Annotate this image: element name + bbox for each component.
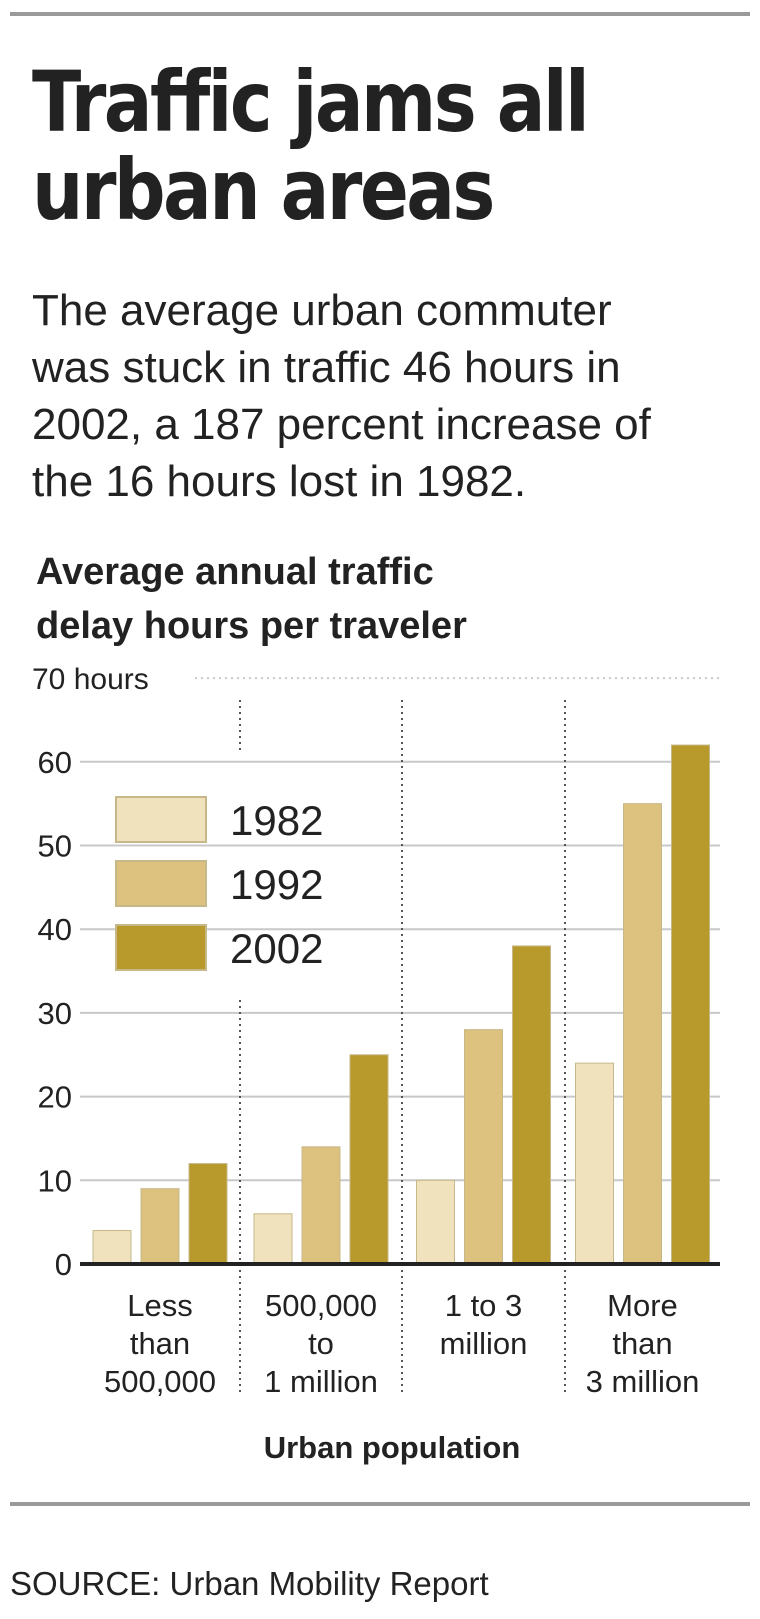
x-axis-title: Urban population — [264, 1430, 521, 1465]
bar-2002 — [349, 1054, 389, 1265]
legend-label: 2002 — [230, 925, 323, 972]
legend-swatch-1982 — [115, 796, 207, 843]
chart-title-line-1: Average annual traffic — [36, 551, 434, 593]
bar-1982 — [416, 1179, 455, 1265]
summary-line-4: the 16 hours lost in 1982. — [32, 457, 527, 506]
bar-1982 — [253, 1213, 293, 1265]
headline: Traffic jams all urban areas — [32, 58, 634, 234]
x-category-label: 1 to 3 — [445, 1288, 523, 1323]
legend-label: 1982 — [230, 797, 323, 844]
chart-title: Average annual traffic delay hours per t… — [36, 545, 467, 653]
y-tick-label: 40 — [38, 912, 72, 947]
legend-swatch-1992 — [115, 860, 207, 907]
y-tick-label: 10 — [38, 1163, 72, 1198]
bar-1982 — [92, 1230, 132, 1265]
source-note: SOURCE: Urban Mobility Report — [10, 1565, 489, 1602]
y-tick-label: 70 hours — [32, 663, 149, 696]
x-category-label: million — [440, 1326, 528, 1361]
top-rule — [10, 12, 750, 16]
summary-line-1: The average urban commuter — [32, 286, 612, 335]
summary-line-2: was stuck in traffic 46 hours in — [32, 343, 621, 392]
bar-1992 — [140, 1188, 180, 1265]
bar-1992 — [301, 1146, 341, 1265]
bar-1982 — [575, 1062, 614, 1265]
bar-1992 — [464, 1029, 503, 1265]
x-category-label: than — [130, 1326, 190, 1361]
y-tick-label: 0 — [55, 1247, 72, 1282]
y-tick-label: 60 — [38, 745, 72, 780]
y-tick-label: 20 — [38, 1080, 72, 1115]
summary-line-3: 2002, a 187 percent increase of — [32, 400, 651, 449]
x-category-label: Less — [127, 1288, 192, 1323]
y-tick-label: 50 — [38, 829, 72, 864]
x-category-label: 500,000 — [265, 1288, 377, 1323]
x-category-label: 500,000 — [104, 1364, 216, 1399]
bar-1992 — [623, 803, 662, 1265]
chart-title-line-2: delay hours per traveler — [36, 605, 467, 647]
bottom-rule — [10, 1502, 750, 1506]
x-category-label: More — [607, 1288, 678, 1323]
bar-2002 — [188, 1163, 228, 1265]
legend-swatch-2002 — [115, 924, 207, 971]
x-category-label: 1 million — [264, 1364, 378, 1399]
x-category-label: to — [308, 1326, 334, 1361]
bar-2002 — [512, 945, 551, 1265]
x-category-label: 3 million — [586, 1364, 700, 1399]
bar-2002 — [671, 744, 710, 1265]
headline-line-2: urban areas — [32, 141, 495, 239]
summary-text: The average urban commuter was stuck in … — [32, 282, 651, 510]
x-category-label: than — [612, 1326, 672, 1361]
y-tick-label: 30 — [38, 996, 72, 1031]
legend-label: 1992 — [230, 861, 323, 908]
headline-line-1: Traffic jams all — [32, 53, 590, 151]
